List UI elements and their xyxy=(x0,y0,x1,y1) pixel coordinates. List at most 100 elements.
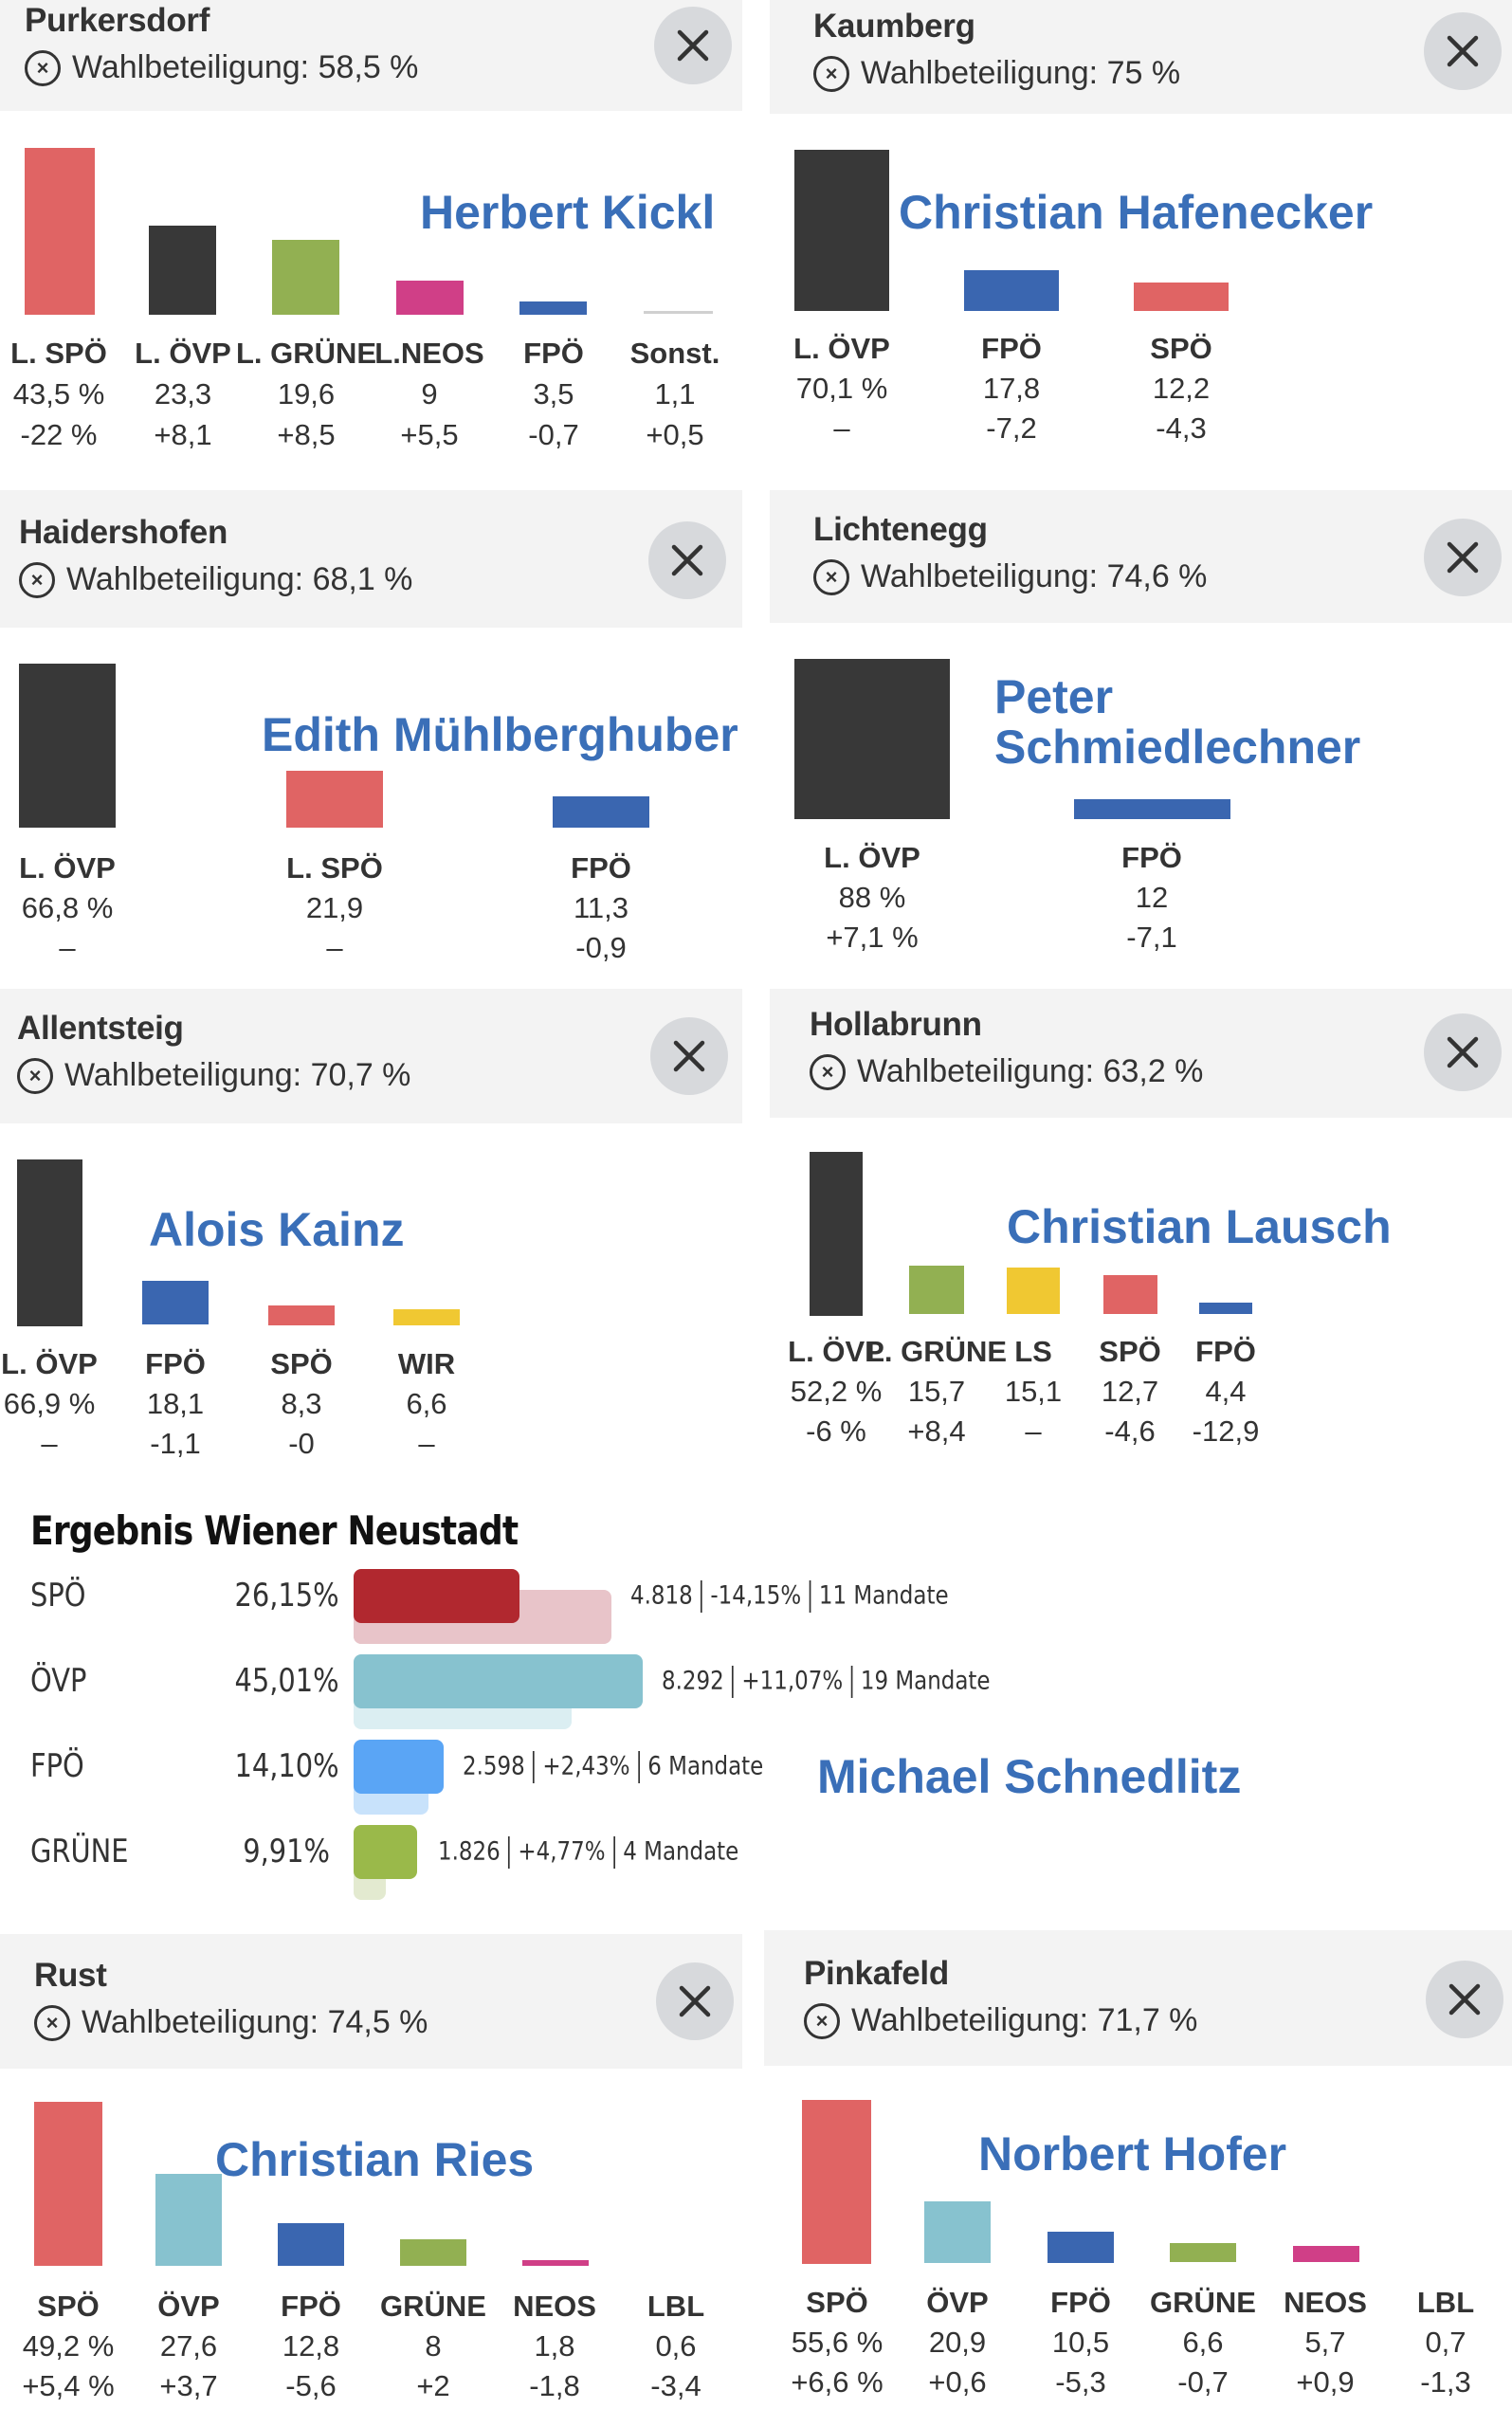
bar-spo xyxy=(802,2100,871,2264)
bar-l-grune xyxy=(272,240,339,315)
bar-l-spo xyxy=(25,148,95,315)
turnout: × Wahlbeteiligung: 70,7 % xyxy=(17,1057,410,1094)
party-delta: +6,6 % xyxy=(791,2365,884,2399)
close-button[interactable] xyxy=(656,1962,734,2040)
candidate-label: Christian Ries xyxy=(215,2133,535,2186)
close-button[interactable] xyxy=(650,1017,728,1095)
x-circle-icon: × xyxy=(813,558,849,595)
close-button[interactable] xyxy=(648,521,726,599)
party-label: NEOS xyxy=(1284,2286,1367,2319)
x-circle-icon: × xyxy=(25,49,61,86)
wn-current-bar xyxy=(354,1654,643,1708)
close-button[interactable] xyxy=(1424,1013,1502,1091)
party-value: 19,6 xyxy=(277,377,336,411)
party-label: LS xyxy=(1014,1335,1052,1368)
wn-party: GRÜNE xyxy=(30,1833,129,1870)
x-circle-icon: × xyxy=(19,561,55,598)
party-delta: -7,1 xyxy=(1126,921,1177,954)
wn-votes: 8.292 xyxy=(662,1666,724,1696)
bar-l-ovp xyxy=(19,664,116,828)
wn-info: 2.598 +2,43% 6 Mandate xyxy=(463,1751,763,1783)
party-label: L. ÖVP xyxy=(19,851,116,885)
party-delta: +8,5 xyxy=(277,418,336,451)
candidate-label: Christian Hafenecker xyxy=(899,186,1374,239)
close-button[interactable] xyxy=(1424,519,1502,596)
close-icon xyxy=(1447,35,1479,67)
bar-ovp xyxy=(155,2174,222,2266)
close-button[interactable] xyxy=(1426,1961,1503,2038)
panel-header: Purkersdorf × Wahlbeteiligung: 58,5 % xyxy=(0,0,742,111)
party-value: 43,5 % xyxy=(12,377,105,411)
party-delta: – xyxy=(326,931,343,964)
bar-l-ovp xyxy=(794,150,889,311)
bar-l-neos xyxy=(396,281,464,315)
bar-fpo xyxy=(278,2223,344,2266)
party-value: 6,6 xyxy=(406,1387,447,1420)
party-label: FPÖ xyxy=(981,332,1042,365)
party-delta: +5,4 % xyxy=(22,2369,115,2402)
party-delta: +7,1 % xyxy=(826,921,919,954)
party-label: SPÖ xyxy=(806,2286,868,2319)
candidate-label: Norbert Hofer xyxy=(978,2127,1287,2181)
bar-fpo xyxy=(1199,1303,1252,1314)
party-value: 1,1 xyxy=(654,377,696,411)
party-label: L. SPÖ xyxy=(286,851,383,885)
candidate-label: Christian Lausch xyxy=(1007,1200,1392,1253)
party-label: SPÖ xyxy=(37,2290,100,2323)
party-delta: -6 % xyxy=(806,1414,866,1448)
town-name: Haidershofen xyxy=(19,514,228,551)
close-button[interactable] xyxy=(654,7,732,84)
panel-lichtenegg: Lichtenegg × Wahlbeteiligung: 74,6 % Pet… xyxy=(770,490,1512,988)
party-value: 66,8 % xyxy=(21,891,114,924)
bar-spo xyxy=(1103,1275,1157,1314)
x-circle-icon: × xyxy=(34,2004,70,2041)
party-label: SPÖ xyxy=(270,1347,333,1380)
panel-header: Lichtenegg × Wahlbeteiligung: 74,6 % xyxy=(770,490,1512,623)
party-delta: +0,5 xyxy=(646,418,704,451)
panel-kaumberg: Kaumberg × Wahlbeteiligung: 75 % Christi… xyxy=(770,0,1512,488)
party-label: L. ÖVP xyxy=(824,841,920,874)
bar-l-ovp xyxy=(794,659,950,819)
turnout: × Wahlbeteiligung: 74,6 % xyxy=(813,558,1207,595)
party-delta: -7,2 xyxy=(986,411,1037,445)
town-name: Lichtenegg xyxy=(813,511,988,548)
party-value: 23,3 xyxy=(154,377,212,411)
x-circle-icon: × xyxy=(804,2002,840,2039)
turnout: × Wahlbeteiligung: 58,5 % xyxy=(25,49,418,86)
wn-pct: 26,15% xyxy=(234,1577,339,1615)
party-label: ÖVP xyxy=(157,2290,220,2323)
panel-header: Haidershofen × Wahlbeteiligung: 68,1 % xyxy=(0,490,742,628)
bar-l-grune xyxy=(909,1266,964,1314)
close-icon xyxy=(671,544,703,576)
party-label: FPÖ xyxy=(145,1347,206,1380)
candidate-label: Edith Mühlberghuber xyxy=(262,708,738,761)
party-label: GRÜNE xyxy=(1150,2286,1256,2319)
bar-fpo xyxy=(519,301,587,315)
party-delta: +5,5 xyxy=(400,418,459,451)
candidate-last-name: Schmiedlechner xyxy=(994,720,1361,774)
wn-party: FPÖ xyxy=(30,1747,84,1785)
party-value: 8,3 xyxy=(281,1387,322,1420)
candidate-label: Peter Schmiedlechner xyxy=(994,672,1360,772)
party-value: 21,9 xyxy=(305,891,364,924)
party-label: FPÖ xyxy=(1121,841,1182,874)
party-value: 5,7 xyxy=(1304,2326,1346,2359)
party-value: 88 % xyxy=(838,881,906,914)
candidate-first-name: Peter xyxy=(994,670,1114,723)
wn-pct: 14,10% xyxy=(234,1747,339,1785)
wn-change: -14,15% xyxy=(710,1580,802,1611)
party-value: 12,2 xyxy=(1152,372,1211,405)
wn-current-bar xyxy=(354,1825,417,1879)
bar-ls xyxy=(1007,1268,1060,1314)
party-delta: +3,7 xyxy=(159,2369,218,2402)
close-icon xyxy=(677,29,709,62)
close-button[interactable] xyxy=(1424,12,1502,90)
party-value: 49,2 % xyxy=(22,2329,115,2363)
bar-fpo xyxy=(1047,2232,1114,2263)
wn-party: SPÖ xyxy=(30,1577,86,1615)
party-delta: -0,9 xyxy=(575,931,627,964)
wn-info: 1.826 +4,77% 4 Mandate xyxy=(438,1836,738,1869)
party-delta: -4,3 xyxy=(1156,411,1207,445)
wn-info: 8.292 +11,07% 19 Mandate xyxy=(662,1666,991,1698)
party-value: 15,7 xyxy=(907,1375,966,1408)
